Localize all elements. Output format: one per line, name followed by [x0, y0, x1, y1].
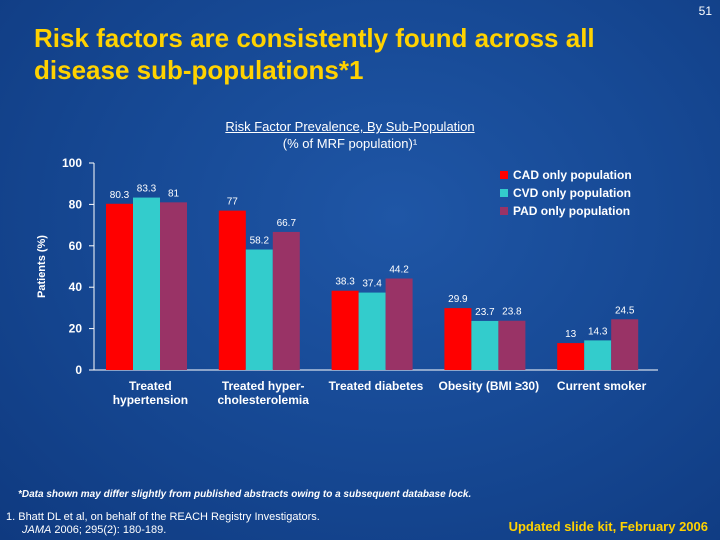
bar-value-label: 37.4: [362, 279, 382, 290]
legend-swatch: [500, 189, 508, 197]
bar-value-label: 77: [227, 197, 239, 208]
bar: [160, 202, 187, 370]
bar: [331, 290, 359, 370]
footnote: *Data shown may differ slightly from pub…: [18, 489, 472, 500]
legend-label: PAD only population: [513, 204, 630, 218]
bar: [584, 340, 612, 370]
bar: [272, 231, 300, 370]
bar-value-label: 24.5: [615, 305, 635, 316]
y-tick-label: 60: [69, 239, 83, 253]
x-tick-label: Treated hyper-: [222, 379, 305, 393]
chart-title-line2: (% of MRF population)¹: [282, 136, 418, 151]
bar-value-label: 13: [565, 329, 577, 340]
kit-label: Updated slide kit, February 2006: [508, 519, 708, 534]
chart-title-line1: Risk Factor Prevalence, By Sub-Populatio…: [225, 119, 475, 134]
bar: [245, 249, 273, 370]
x-tick-label: cholesterolemia: [218, 393, 310, 407]
legend-swatch: [500, 171, 508, 179]
bar-value-label: 83.3: [137, 184, 157, 195]
reference-line1: 1. Bhatt DL et al, on behalf of the REAC…: [6, 511, 320, 523]
bar-value-label: 23.8: [502, 307, 522, 318]
legend-label: CVD only population: [513, 186, 631, 200]
slide-number: 51: [698, 4, 712, 18]
bar: [133, 197, 160, 370]
bar-value-label: 66.7: [277, 218, 297, 229]
bar: [106, 203, 133, 370]
x-tick-label: Treated: [129, 379, 172, 393]
bar-value-label: 14.3: [588, 326, 608, 337]
bar: [218, 210, 246, 370]
x-tick-label: Obesity (BMI ≥30): [438, 379, 539, 393]
reference-citation: 2006; 295(2): 180-189.: [51, 524, 167, 536]
legend-label: CAD only population: [513, 168, 632, 182]
y-tick-label: 20: [69, 322, 83, 336]
y-tick-label: 0: [75, 363, 82, 377]
bar-value-label: 81: [168, 188, 180, 199]
bar-value-label: 38.3: [335, 277, 355, 288]
x-tick-label: Current smoker: [557, 379, 647, 393]
y-tick-label: 80: [69, 197, 83, 211]
x-tick-label: Treated diabetes: [329, 379, 424, 393]
y-tick-label: 40: [69, 280, 83, 294]
bar-value-label: 58.2: [250, 236, 270, 247]
y-tick-label: 100: [62, 156, 82, 170]
chart-title: Risk Factor Prevalence, By Sub-Populatio…: [150, 118, 550, 152]
bar: [498, 320, 526, 370]
bar-value-label: 23.7: [475, 307, 495, 318]
bar: [557, 343, 585, 370]
bar-value-label: 29.9: [448, 294, 468, 305]
reference-journal: JAMA: [22, 524, 52, 536]
slide-title: Risk factors are consistently found acro…: [34, 23, 595, 85]
bar-value-label: 80.3: [110, 190, 130, 201]
bar: [358, 292, 386, 370]
x-tick-label: hypertension: [113, 393, 188, 407]
bar: [385, 278, 413, 370]
bar-value-label: 44.2: [389, 265, 409, 276]
bar: [611, 319, 639, 370]
bar: [471, 320, 499, 370]
legend-swatch: [500, 207, 508, 215]
y-axis-label: Patients (%): [36, 235, 48, 298]
bar: [444, 308, 472, 370]
reference: 1. Bhatt DL et al, on behalf of the REAC…: [6, 511, 320, 537]
reference-line2: JAMA 2006; 295(2): 180-189.: [6, 524, 320, 537]
